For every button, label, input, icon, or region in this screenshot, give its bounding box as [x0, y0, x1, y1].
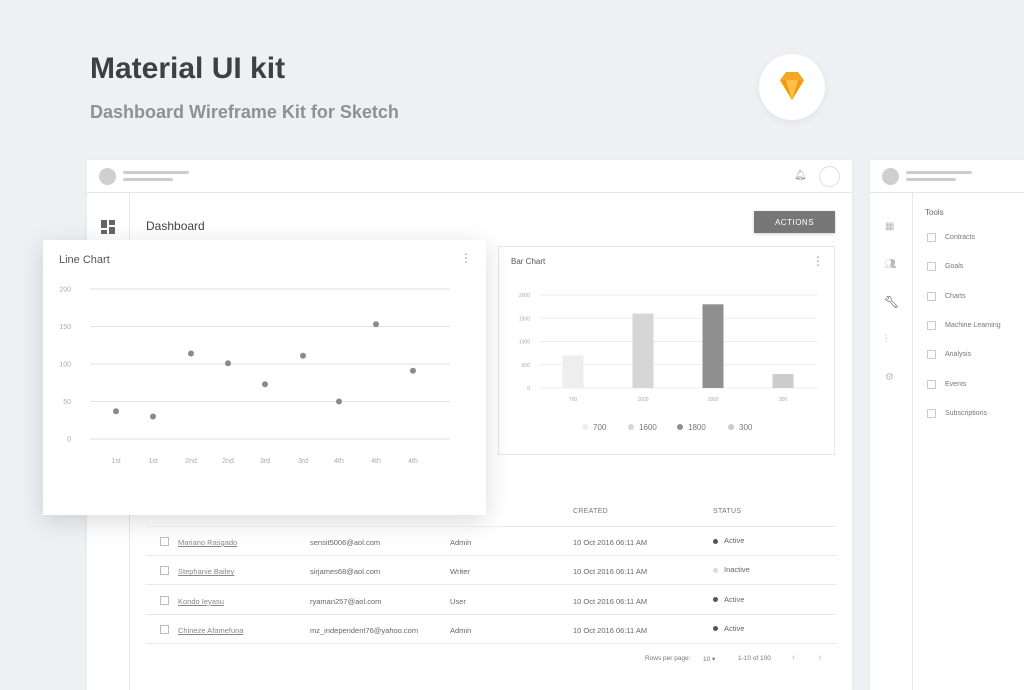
people-icon[interactable]: 👥︎: [884, 259, 897, 270]
table-row[interactable]: Chineze Afamefuna mz_independent76@yahoo…: [146, 615, 836, 644]
page-subtitle: Dashboard Wireframe Kit for Sketch: [90, 102, 399, 122]
role-cell: Admin: [450, 625, 472, 635]
user-name-link[interactable]: Stephanie Bailey: [178, 567, 235, 577]
nav-rail: [870, 193, 913, 690]
status-cell: Active: [713, 536, 744, 545]
line-chart-card: Line Chart ⋮: [43, 240, 486, 515]
table-row[interactable]: Stephanie Bailey sirjames68@aol.com Writ…: [146, 556, 836, 586]
status-cell: Inactive: [713, 565, 750, 574]
tools-item-label: Subscriptions: [945, 409, 988, 417]
tools-item[interactable]: Events: [927, 379, 967, 389]
pagination-range: 1-10 of 100: [738, 655, 771, 662]
table-divider: [146, 526, 836, 527]
status-cell: Active: [713, 595, 744, 604]
status-label: Inactive: [724, 565, 750, 575]
title-placeholder: [906, 171, 972, 174]
tools-item[interactable]: Goals: [927, 262, 964, 272]
created-cell: 10 Oct 2016 06:11 AM: [573, 538, 648, 547]
tools-window: [870, 160, 1024, 690]
prev-page-button[interactable]: ‹: [792, 652, 796, 663]
tool-icon: [927, 408, 936, 418]
sketch-logo: [759, 54, 825, 120]
user-name-link[interactable]: Kondo Ieyasu: [178, 596, 224, 606]
tool-icon: [927, 233, 936, 242]
email-cell: sensit5006@aol.com: [310, 538, 381, 547]
rows-per-page-label: Rows per page:: [645, 655, 691, 662]
title-placeholder: [123, 171, 189, 174]
tools-item-label: Machine Learning: [945, 321, 1001, 329]
tools-heading: Tools: [925, 208, 944, 217]
table-row[interactable]: Kondo Ieyasu ryaman257@aol.com User 10 O…: [146, 586, 836, 615]
status-label: Active: [724, 623, 745, 633]
tool-icon: [927, 291, 936, 301]
tools-item-label: Events: [945, 380, 967, 388]
tool-icon: [927, 262, 936, 272]
tools-item[interactable]: Machine Learning: [927, 320, 1001, 330]
tools-item[interactable]: Analysis: [927, 350, 972, 360]
status-dot: [713, 538, 718, 544]
row-checkbox[interactable]: [160, 537, 169, 546]
tool-icon: [927, 379, 936, 389]
sketch-diamond-icon: [780, 72, 804, 100]
status-cell: Active: [713, 624, 744, 633]
rows-per-page-select[interactable]: 10 ▾: [703, 656, 716, 663]
rows-per-page-value: 10: [703, 656, 711, 663]
status-dot: [713, 597, 718, 603]
page-title: Material UI kit: [90, 52, 286, 85]
next-page-button[interactable]: ›: [818, 652, 822, 663]
tools-item[interactable]: Contracts: [927, 233, 975, 242]
avatar[interactable]: [882, 168, 899, 185]
top-bar: 🔔︎: [87, 160, 852, 193]
column-header-status[interactable]: STATUS: [713, 508, 742, 515]
subtitle-placeholder: [906, 178, 956, 181]
tools-item[interactable]: Subscriptions: [927, 408, 988, 418]
role-cell: User: [450, 596, 466, 606]
user-name-link[interactable]: Mariano Rasgado: [178, 538, 238, 547]
role-cell: Writer: [450, 567, 470, 577]
dashboard-icon[interactable]: [101, 220, 115, 234]
email-cell: ryaman257@aol.com: [310, 596, 382, 606]
actions-button[interactable]: ACTIONS: [754, 211, 835, 233]
tools-item-label: Contracts: [945, 234, 975, 241]
user-avatar-button[interactable]: [819, 166, 840, 187]
line-chart-title: Line Chart: [59, 254, 110, 266]
wrench-icon[interactable]: 🔧︎: [884, 295, 900, 309]
email-cell: sirjames68@aol.com: [310, 567, 381, 577]
created-cell: 10 Oct 2016 06:11 AM: [573, 625, 648, 635]
more-vert-icon[interactable]: ⋮: [460, 251, 472, 265]
tune-icon[interactable]: ⫶: [885, 334, 888, 345]
bar-chart-card: Bar Chart ⋮: [498, 246, 835, 455]
gear-icon[interactable]: ⚙: [885, 372, 894, 383]
row-checkbox[interactable]: [160, 595, 169, 605]
tools-item-label: Analysis: [945, 351, 972, 359]
table-row[interactable]: Mariano Rasgado sensit5006@aol.com Admin…: [146, 527, 836, 556]
row-checkbox[interactable]: [160, 566, 169, 576]
created-cell: 10 Oct 2016 06:11 AM: [573, 567, 648, 577]
subtitle-placeholder: [123, 178, 173, 181]
status-dot: [713, 567, 718, 573]
email-cell: mz_independent76@yahoo.com: [310, 625, 419, 635]
tools-item-label: Charts: [945, 292, 966, 300]
dashboard-icon[interactable]: ▦: [885, 221, 895, 232]
avatar[interactable]: [99, 168, 116, 185]
tool-icon: [927, 350, 936, 360]
tools-item[interactable]: Charts: [927, 291, 966, 301]
status-label: Active: [724, 594, 745, 604]
more-vert-icon[interactable]: ⋮: [812, 254, 824, 268]
created-cell: 10 Oct 2016 06:11 AM: [573, 596, 648, 606]
status-label: Active: [724, 536, 745, 545]
user-name-link[interactable]: Chineze Afamefuna: [178, 625, 244, 635]
role-cell: Admin: [450, 538, 472, 547]
tool-icon: [927, 320, 936, 330]
dashboard-heading: Dashboard: [146, 219, 205, 233]
tools-item-label: Goals: [945, 263, 964, 271]
row-checkbox[interactable]: [160, 624, 169, 634]
bar-chart-title: Bar Chart: [511, 257, 546, 266]
column-header-created[interactable]: CREATED: [573, 508, 609, 515]
bell-icon[interactable]: 🔔︎: [794, 170, 807, 181]
top-bar: [870, 160, 1024, 193]
status-dot: [713, 626, 718, 632]
